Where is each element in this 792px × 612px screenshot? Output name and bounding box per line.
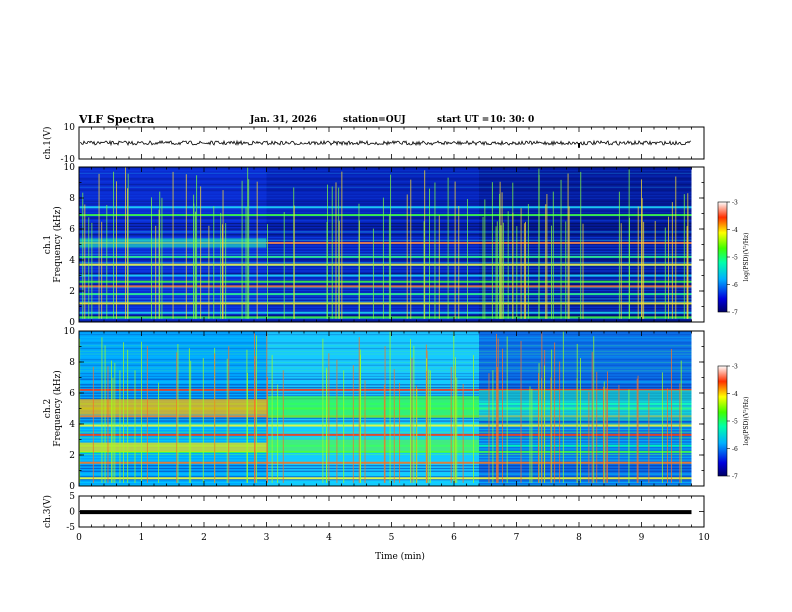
ch1_spectrogram-ytick-label: 6 [69,225,75,235]
ch2_spectrogram-heatmap [79,331,704,486]
ch1_spectrogram-band-7.4khz [79,206,692,209]
ch3-waveform-trace [80,510,692,515]
ch1_spectrogram-ytick-label: 10 [64,163,76,173]
ch2_spectrogram-colorbar [717,365,728,477]
ch1_waveform-ylabel: ch.1(V) [42,127,53,160]
xtick-label: 1 [139,533,145,543]
ch2_spectrogram-colorbar-label: log(PSD)(V²/Hz) [743,397,750,446]
chart-title: VLF Spectra [79,113,155,126]
ch1_spectrogram-band-0.3khz [79,316,692,319]
ch1_spectrogram-colorbar-tick: -6 [732,282,738,289]
ch1_spectrogram-ytick-label: 0 [69,318,75,328]
ch2_spectrogram-colorbar-tick: -3 [732,364,738,371]
ch2_spectrogram-channel-label: ch.2 [43,399,53,418]
ch2_spectrogram-ytick-label: 2 [69,451,75,461]
ch1_spectrogram-heatmap [79,167,704,322]
station-label: station=OUJ [343,115,406,125]
ch1-waveform-trace [79,139,692,147]
ch1_spectrogram-band-2.6khz [79,280,692,283]
ch1_spectrogram-band-1.2khz [79,302,692,305]
ch1_spectrogram-band-5.1khz [79,241,692,244]
date-label: Jan. 31, 2026 [250,115,317,125]
xtick-label: 10 [698,533,710,543]
ch1_spectrogram-ylabel: Frequency (kHz) [52,206,63,283]
start-ut-label: start UT = [437,115,490,125]
ch3_waveform-ytick-label: -5 [66,523,75,533]
ch2_spectrogram-emission-band [79,399,267,415]
start-time-value: 10: 30: 0 [490,115,535,125]
xtick-label: 0 [76,533,82,543]
ch2_spectrogram-emission-band [266,439,479,452]
ch1_spectrogram-colorbar [717,201,728,313]
ch2_spectrogram-colorbar-tick: -5 [732,419,738,426]
xtick-label: 2 [201,533,207,543]
xtick-label: 6 [451,533,457,543]
ch1_spectrogram-ytick-label: 8 [69,194,75,204]
ch1_spectrogram-band-4.2khz [79,255,692,258]
ch1_spectrogram-colorbar-label: log(PSD)(V²/Hz) [743,233,750,282]
ch2_spectrogram-ytick-label: 4 [69,420,75,430]
xtick-label: 7 [514,533,520,543]
ch2_spectrogram-ytick-label: 10 [64,327,76,337]
ch1_waveform-ytick-label: -10 [61,155,76,165]
ch1_spectrogram-band-1.8khz [79,293,692,296]
ch1_spectrogram-band-3khz [79,274,692,277]
ch1_waveform-ytick-label: 10 [64,123,76,133]
xtick-label: 3 [264,533,270,543]
ch1_spectrogram-band-2.3khz [79,285,692,288]
ch2_spectrogram-ytick-label: 0 [69,482,75,492]
ch1_spectrogram-ytick-label: 2 [69,287,75,297]
ch2_spectrogram-colorbar-tick: -7 [732,474,738,481]
ch3_waveform-ytick-label: 5 [69,492,75,502]
ch1_spectrogram-band-3.7khz [79,263,692,266]
ch2_spectrogram-emission-band [479,389,692,421]
ch2_spectrogram-ytick-label: 6 [69,389,75,399]
ch2_spectrogram-ylabel: Frequency (kHz) [52,370,63,447]
ch1_spectrogram-colorbar-tick: -5 [732,255,738,262]
ch2_spectrogram-colorbar-tick: -6 [732,446,738,453]
xtick-label: 8 [576,533,582,543]
ch2_spectrogram-emission-band [266,396,479,418]
xtick-label: 4 [326,533,332,543]
x-axis-label: Time (min) [375,551,425,562]
xtick-label: 9 [639,533,645,543]
ch1_spectrogram-ytick-label: 4 [69,256,75,266]
ch1_spectrogram-band-6.9khz [79,214,692,217]
ch2_spectrogram-colorbar-tick: -4 [732,391,738,398]
ch3_waveform-ytick-label: 0 [69,508,75,518]
xtick-label: 5 [389,533,395,543]
ch2_spectrogram-ytick-label: 8 [69,358,75,368]
ch1_spectrogram-colorbar-tick: -3 [732,200,738,207]
ch1_spectrogram-colorbar-tick: -7 [732,310,738,317]
ch1_spectrogram-colorbar-tick: -4 [732,227,738,234]
ch3_waveform-ylabel: ch.3(V) [42,495,53,528]
ch1_spectrogram-channel-label: ch.1 [43,235,53,254]
ch1_spectrogram-band-0.6khz [79,311,692,314]
ch2_spectrogram-emission-band [79,442,267,452]
